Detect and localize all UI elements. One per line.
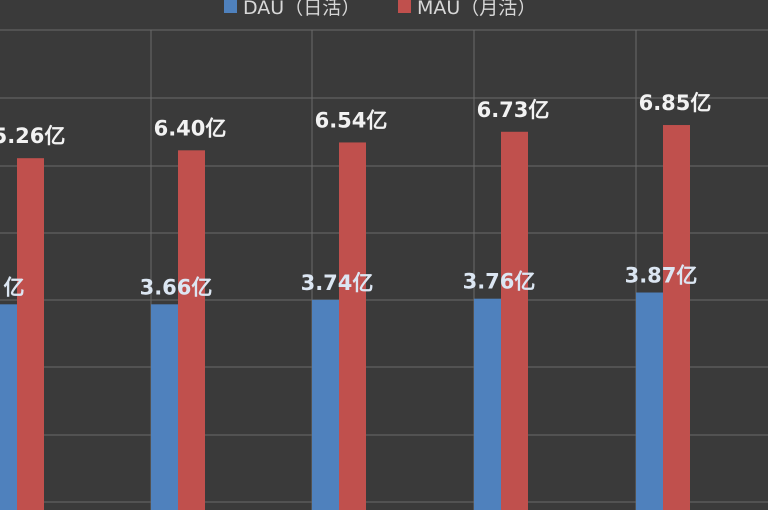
legend-swatch-dau	[224, 0, 237, 13]
dau-value-label-3: 3.76亿	[463, 270, 536, 294]
mau-bar-3	[501, 131, 528, 510]
legend-swatch-mau	[398, 0, 411, 13]
legend-label-dau: DAU（日活）	[243, 0, 360, 19]
mau-value-label-4: 6.85亿	[639, 91, 712, 115]
mau-bar-4	[663, 125, 690, 510]
dau-value-label-1: 3.66亿	[140, 275, 213, 299]
mau-value-label-0: 5.26亿	[0, 124, 65, 148]
mau-bar-1	[178, 150, 205, 510]
dau-bar-1	[151, 304, 178, 510]
dau-value-label-2: 3.74亿	[301, 271, 374, 295]
gridlines	[0, 29, 768, 510]
mau-value-label-3: 6.73亿	[477, 98, 550, 122]
mau-value-label-1: 6.40亿	[154, 116, 227, 140]
bars	[0, 125, 690, 510]
dau-bar-0	[0, 304, 17, 510]
mau-value-label-2: 6.54亿	[315, 108, 388, 132]
dau-bar-3	[474, 298, 501, 510]
dau-bar-2	[312, 299, 339, 510]
legend: DAU（日活） MAU（月活）	[224, 0, 536, 19]
dau-value-label-4: 3.87亿	[625, 264, 698, 288]
dau-value-label-0: 亿	[4, 275, 25, 299]
dau-bar-4	[636, 292, 663, 510]
mau-bar-2	[339, 142, 366, 510]
mau-bar-0	[17, 158, 44, 510]
legend-label-mau: MAU（月活）	[417, 0, 536, 19]
value-labels: 亿 3.66亿 3.74亿 3.76亿 3.87亿 5.26亿 6.40亿 6.54亿 6.73…	[0, 91, 711, 299]
